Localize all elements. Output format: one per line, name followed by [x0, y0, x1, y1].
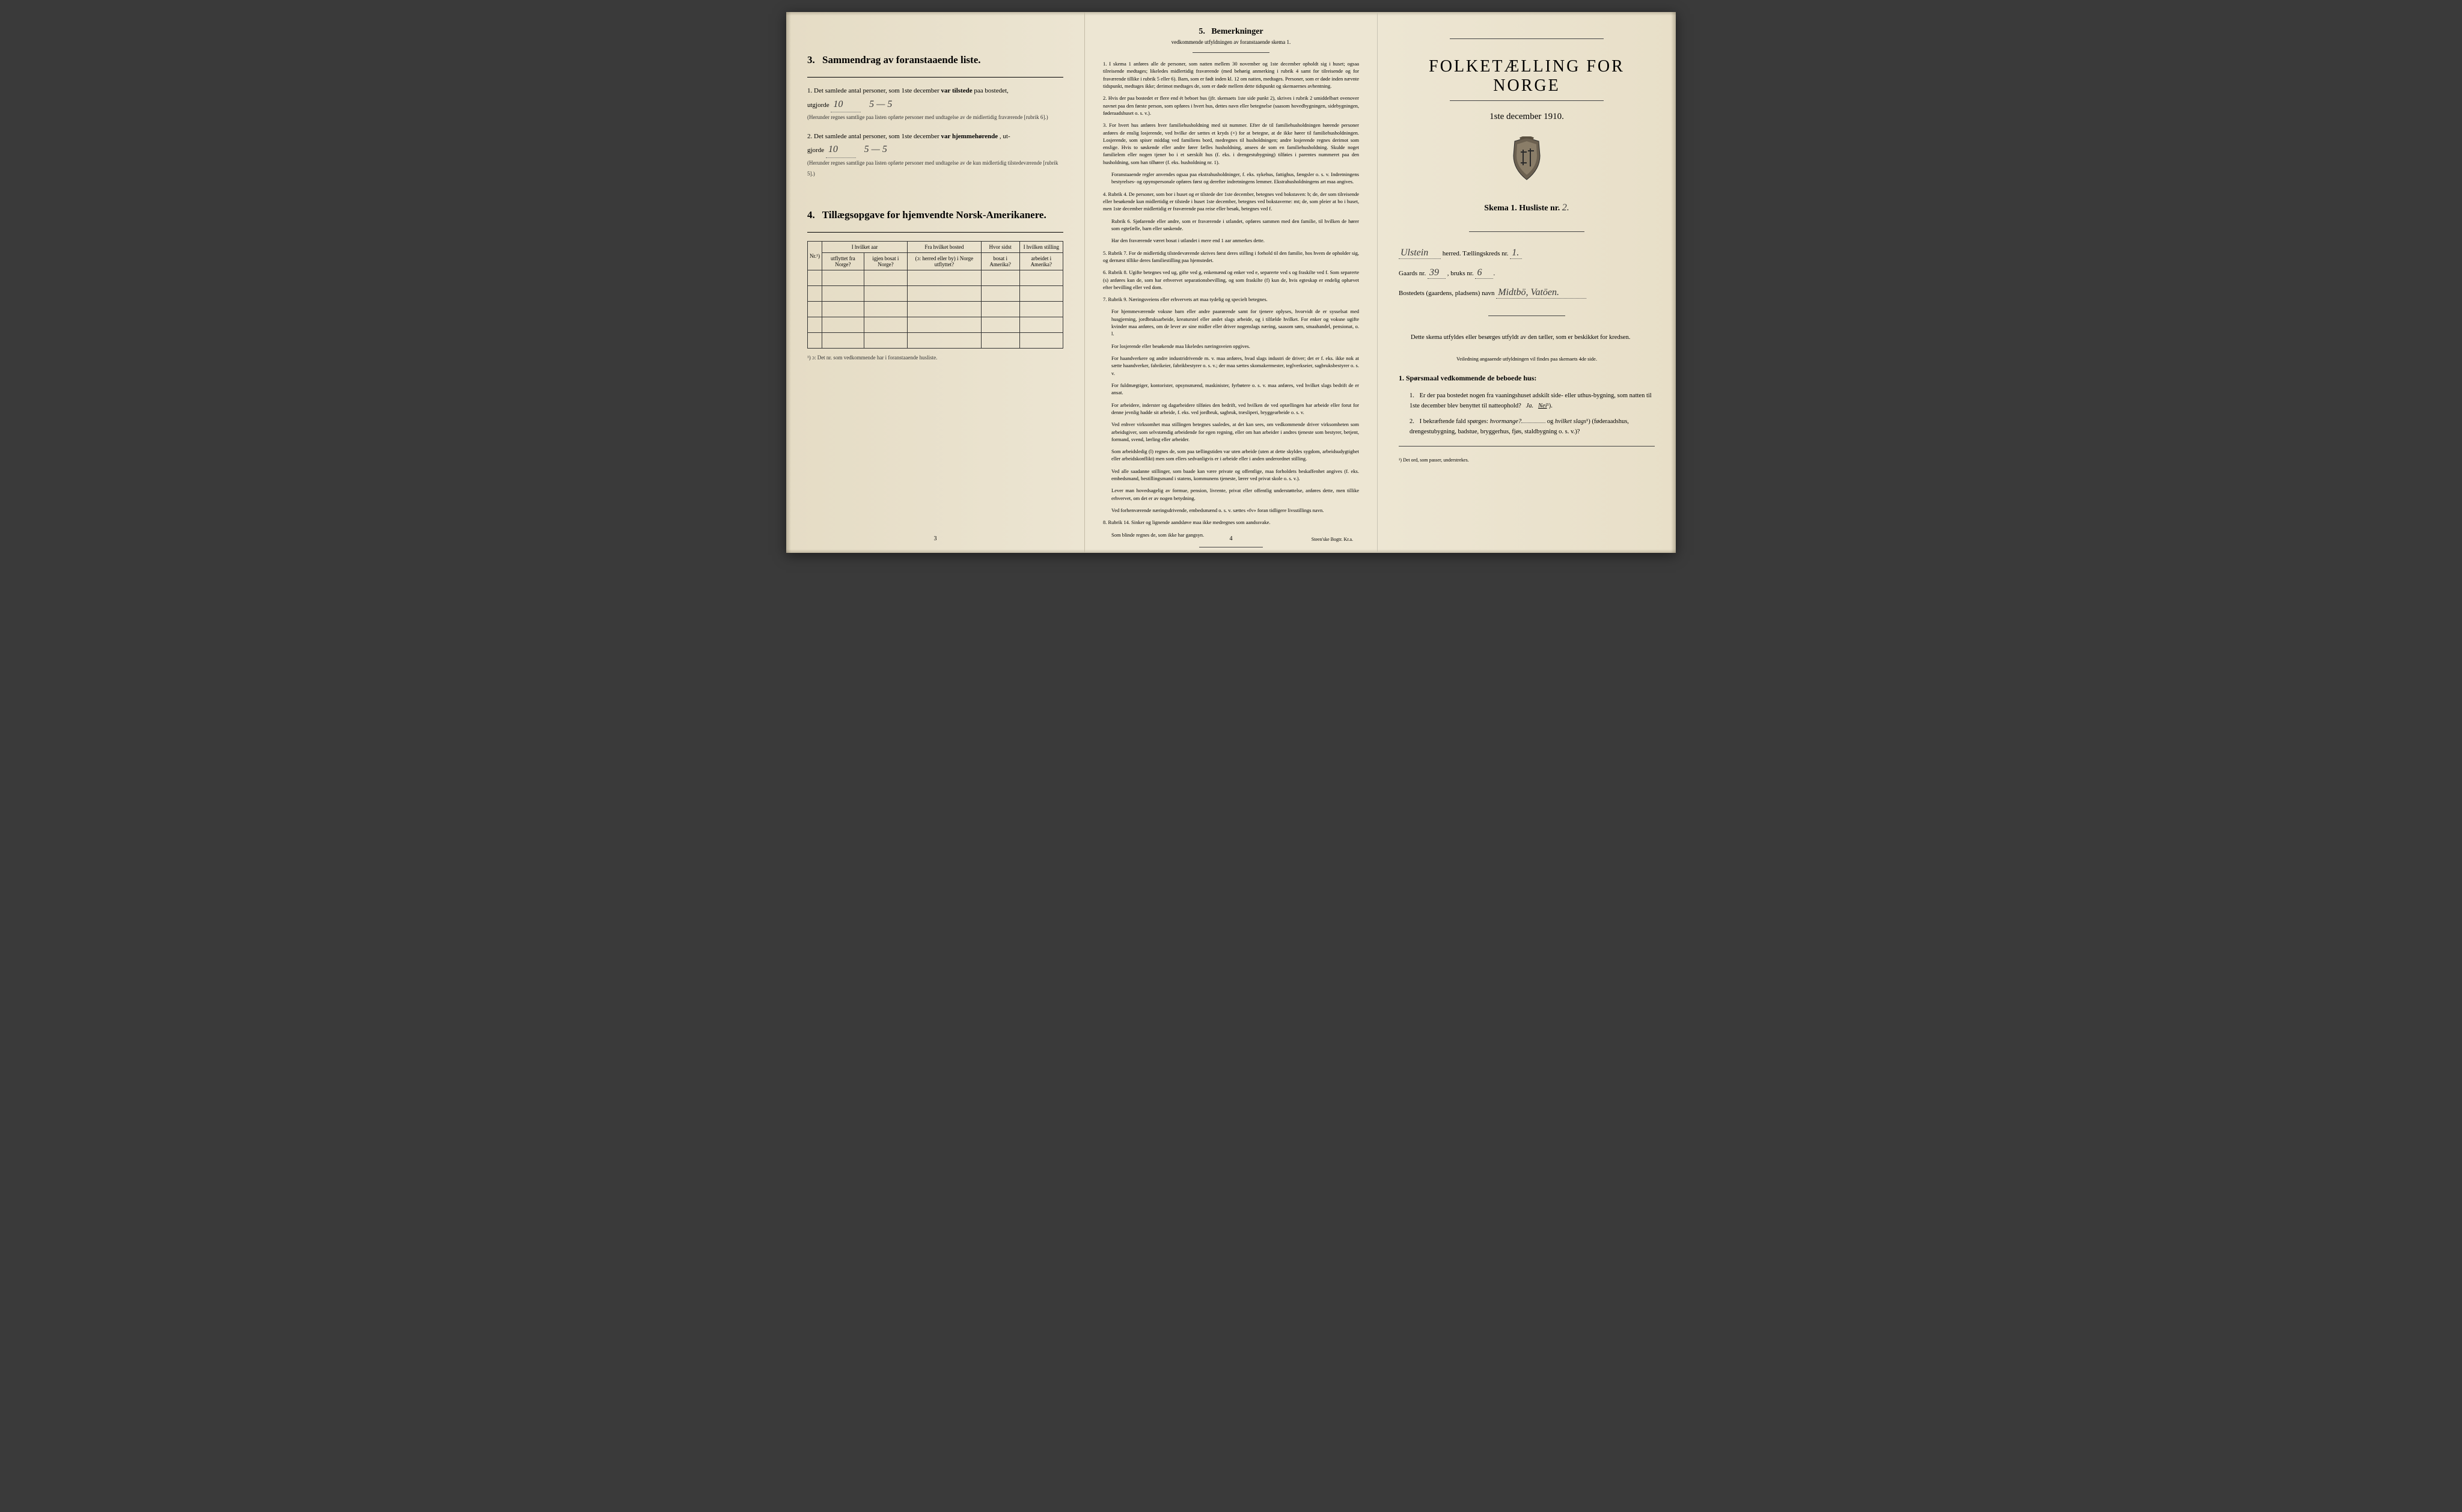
remark-item: For hjemmeværende voksne barn eller andr… — [1111, 308, 1359, 337]
amerikanere-table: Nr.¹) I hvilket aar Fra hvilket bosted H… — [807, 241, 1063, 349]
printer-credit: Steen'ske Bogtr. Kr.a. — [1312, 537, 1353, 542]
amerikanere-rows — [808, 270, 1063, 349]
remark-item: For fuldmægtiger, kontorister, opsynsmæn… — [1111, 382, 1359, 397]
remark-item: 7. Rubrik 9. Næringsveiens eller erhverv… — [1103, 296, 1359, 303]
remark-item: Foranstaaende regler anvendes ogsaa paa … — [1111, 171, 1359, 186]
col-stilling-b: arbeidet i Amerika? — [1019, 253, 1063, 270]
skema-line: Skema 1. Husliste nr. 2. — [1399, 203, 1655, 213]
crest-icon — [1509, 136, 1545, 181]
bosted-line: Bostedets (gaardens, pladsens) navn Midt… — [1399, 287, 1655, 299]
remark-item: Har den fraværende været bosat i utlande… — [1111, 237, 1359, 244]
summary-item-1: 1. Det samlede antal personer, som 1ste … — [807, 86, 1063, 123]
note-1: (Herunder regnes samtlige paa listen opf… — [807, 114, 1048, 120]
remark-item: 4. Rubrik 4. De personer, som bor i huse… — [1103, 191, 1359, 213]
gaards-value: 39 — [1428, 267, 1446, 279]
section-5-subtitle: vedkommende utfyldningen av foranstaaend… — [1103, 39, 1359, 45]
fill-instruction: Dette skema utfyldes eller besørges utfy… — [1399, 333, 1655, 343]
section-4-number: 4. — [807, 209, 815, 221]
remark-item: 5. Rubrik 7. For de midlertidig tilstede… — [1103, 249, 1359, 264]
table-row — [808, 333, 1063, 349]
col-nr: Nr.¹) — [808, 242, 822, 270]
page-4: 5. Bemerkninger vedkommende utfyldningen… — [1085, 12, 1378, 553]
document-subtitle: 1ste december 1910. — [1399, 112, 1655, 122]
bruks-value: 6 — [1475, 267, 1493, 279]
remark-item: Rubrik 6. Sjøfarende eller andre, som er… — [1111, 218, 1359, 233]
answer-nei: Nei — [1538, 403, 1547, 409]
document-title: FOLKETÆLLING FOR NORGE — [1399, 57, 1655, 96]
section-3-number: 3. — [807, 54, 815, 66]
remark-item: 2. Hvis der paa bostedet er flere end ét… — [1103, 94, 1359, 117]
section-4-title: Tillægsopgave for hjemvendte Norsk-Ameri… — [822, 209, 1046, 221]
remarks-list: 1. I skema 1 anføres alle de personer, s… — [1103, 60, 1359, 538]
kreds-value: 1. — [1510, 248, 1522, 259]
remark-item: For haandverkere og andre industridriven… — [1111, 355, 1359, 377]
remark-item: 1. I skema 1 anføres alle de personer, s… — [1103, 60, 1359, 90]
table-row — [808, 270, 1063, 286]
remark-item: Lever man hovedsagelig av formue, pensio… — [1111, 487, 1359, 502]
page-number-4: 4 — [1230, 535, 1233, 542]
note-2: (Herunder regnes samtlige paa listen opf… — [807, 160, 1058, 177]
col-sidst-b: bosat i Amerika? — [981, 253, 1019, 270]
coat-of-arms — [1399, 136, 1655, 184]
question-2: 2. I bekræftende fald spørges: hvormange… — [1410, 417, 1655, 437]
subtitle-rule — [1193, 52, 1269, 53]
section-3-title: Sammendrag av foranstaaende liste. — [822, 54, 980, 66]
col-igjen: igjen bosat i Norge? — [864, 253, 907, 270]
col-stilling-a: I hvilken stilling — [1019, 242, 1063, 253]
page-3: 3. Sammendrag av foranstaaende liste. 1.… — [786, 12, 1085, 553]
remark-item: 3. For hvert hus anføres hver familiehus… — [1103, 121, 1359, 166]
census-document: 3. Sammendrag av foranstaaende liste. 1.… — [786, 12, 1676, 553]
section-5-heading: 5. Bemerkninger — [1103, 27, 1359, 37]
col-bosted-b: (ɔ: herred eller by) i Norge utflyttet? — [908, 253, 982, 270]
remark-item: Ved forhenværende næringsdrivende, embed… — [1111, 507, 1359, 514]
husliste-nr: 2. — [1562, 203, 1569, 213]
remark-item: Som arbeidsledig (l) regnes de, som paa … — [1111, 448, 1359, 463]
value-hjemme-split: 5 — 5 — [864, 144, 887, 154]
table-footnote: ¹) ɔ: Det nr. som vedkommende har i fora… — [807, 355, 1063, 361]
value-tilstede: 10 — [831, 97, 861, 113]
page-number-3: 3 — [934, 535, 937, 542]
col-utflyttet: utflyttet fra Norge? — [822, 253, 864, 270]
remark-item: Ved alle saadanne stillinger, som baade … — [1111, 468, 1359, 483]
fill-instruction-small: Veiledning angaaende utfyldningen vil fi… — [1399, 356, 1655, 362]
gaards-line: Gaards nr. 39 , bruks nr. 6. — [1399, 267, 1655, 279]
herred-line: Ulstein herred. Tællingskreds nr. 1. — [1399, 248, 1655, 259]
section-4-rule — [807, 232, 1063, 233]
herred-value: Ulstein — [1399, 248, 1441, 259]
table-row — [808, 317, 1063, 333]
remark-item: For arbeidere, inderster og dagarbeidere… — [1111, 401, 1359, 416]
page-1-cover: FOLKETÆLLING FOR NORGE 1ste december 191… — [1378, 12, 1676, 553]
col-bosted-a: Fra hvilket bosted — [908, 242, 982, 253]
summary-item-2: 2. Det samlede antal personer, som 1ste … — [807, 132, 1063, 179]
section-4-heading: 4. Tillægsopgave for hjemvendte Norsk-Am… — [807, 209, 1063, 221]
section-3-rule — [807, 77, 1063, 78]
col-sidst-a: Hvor sidst — [981, 242, 1019, 253]
bosted-value: Midtbö, Vatöen. — [1496, 287, 1586, 299]
remark-item: 8. Rubrik 14. Sinker og lignende aandslø… — [1103, 519, 1359, 526]
value-tilstede-split: 5 — 5 — [869, 99, 892, 109]
section-3-heading: 3. Sammendrag av foranstaaende liste. — [807, 54, 1063, 66]
table-row — [808, 286, 1063, 302]
col-aar: I hvilket aar — [822, 242, 907, 253]
remark-item: 6. Rubrik 8. Ugifte betegnes ved ug, gif… — [1103, 269, 1359, 291]
remark-item: For losjerende eller besøkende maa likel… — [1111, 343, 1359, 350]
question-heading: 1. Spørsmaal vedkommende de beboede hus: — [1399, 374, 1655, 383]
question-1: 1. Er der paa bostedet nogen fra vaaning… — [1410, 391, 1655, 412]
table-row — [808, 302, 1063, 317]
remark-item: Ved enhver virksomhet maa stillingen bet… — [1111, 421, 1359, 443]
footnote-right: ¹) Det ord, som passer, understrekes. — [1399, 457, 1655, 463]
value-hjemme: 10 — [826, 142, 856, 158]
